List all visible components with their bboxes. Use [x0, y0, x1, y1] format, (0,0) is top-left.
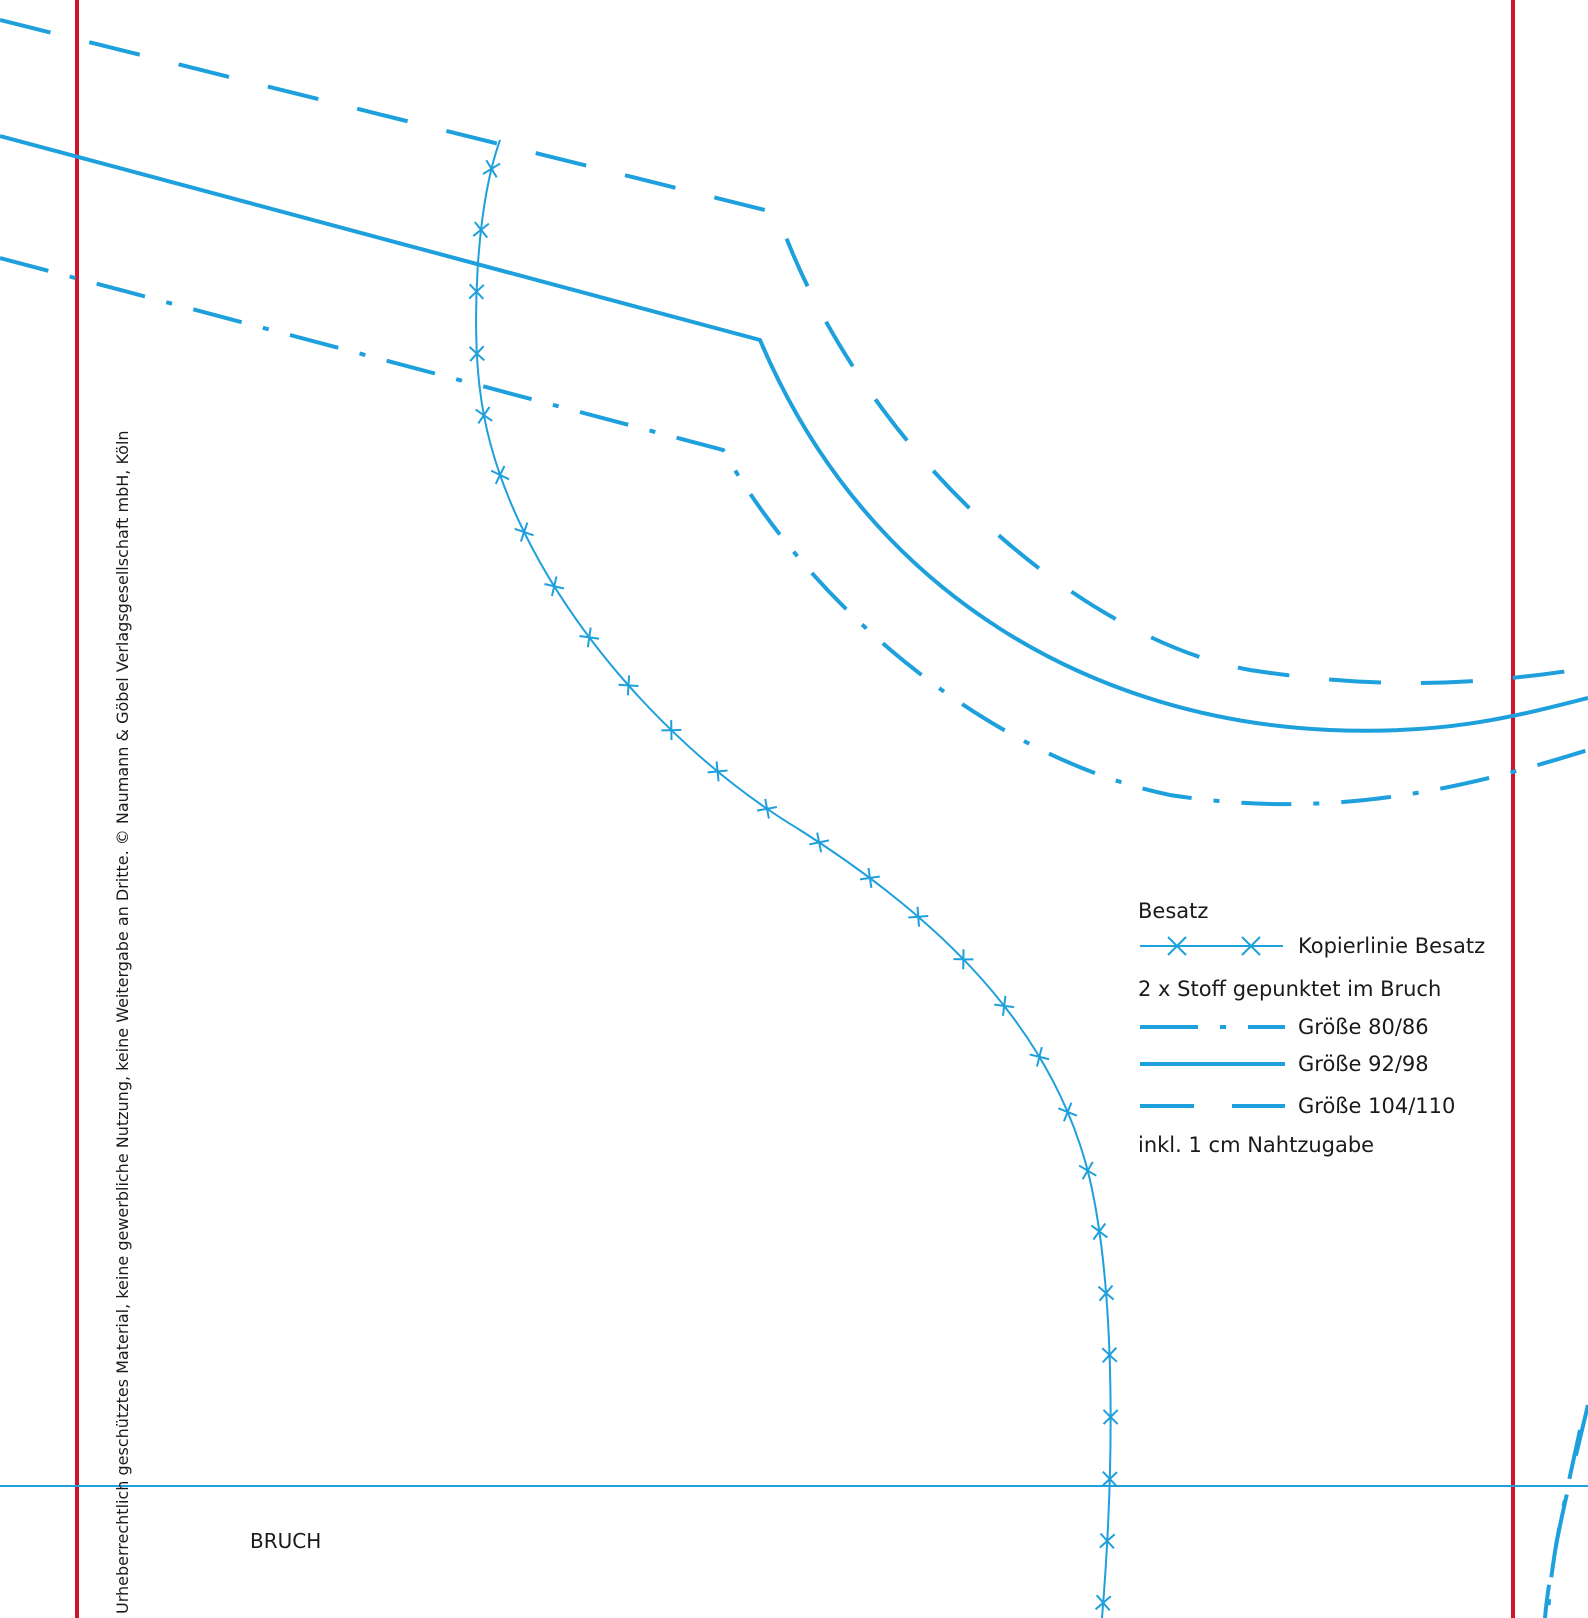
copy-line-cross-mark — [1102, 1409, 1119, 1425]
copy-line-cross-mark — [859, 867, 880, 889]
size-104-110-line-lower — [1543, 1404, 1588, 1618]
copy-line-cross-mark — [1090, 1222, 1108, 1241]
copy-line-cross-mark — [661, 720, 682, 741]
copy-line-cross-mark — [468, 345, 485, 362]
legend-size-80-86-label: Größe 80/86 — [1298, 1015, 1429, 1039]
legend-copy-line-sample — [1140, 936, 1283, 956]
copy-line-cross-mark — [1101, 1346, 1118, 1363]
copy-line-cross-mark — [1078, 1161, 1097, 1180]
legend-copy-line-label: Kopierlinie Besatz — [1298, 934, 1485, 958]
legend-title: Besatz — [1138, 899, 1208, 923]
copy-line-cross-mark — [707, 761, 728, 782]
copy-line-cross-mark — [1099, 1532, 1116, 1550]
legend-allowance-note: inkl. 1 cm Nahtzugabe — [1138, 1133, 1374, 1157]
copy-line-cross-mark — [475, 406, 493, 425]
copy-line-cross-marks — [468, 159, 1119, 1612]
copyright-notice: Urheberrechtlich geschütztes Material, k… — [113, 430, 132, 1614]
size-92-98-line — [0, 134, 1588, 733]
copy-line-cross-mark — [994, 995, 1015, 1016]
fold-label: BRUCH — [250, 1529, 321, 1553]
copy-line-cross-mark — [1097, 1284, 1115, 1302]
copy-line-cross-mark — [809, 832, 830, 853]
copy-line-cross-mark — [757, 798, 778, 819]
legend-fabric-note: 2 x Stoff gepunktet im Bruch — [1138, 977, 1441, 1001]
legend-size-104-110-label: Größe 104/110 — [1298, 1094, 1455, 1118]
copy-line-cross-mark — [908, 906, 929, 927]
copy-line-besatz — [475, 139, 1112, 1618]
copy-line-cross-mark — [953, 949, 974, 970]
copy-line-cross-mark — [1101, 1471, 1118, 1487]
copy-line-cross-mark — [579, 627, 600, 648]
copy-line-cross-mark — [468, 283, 485, 300]
copy-line-cross-mark — [490, 465, 510, 485]
copy-line-cross-mark — [514, 522, 534, 542]
copy-line-cross-mark — [544, 576, 565, 597]
size-80-86-line — [0, 256, 1588, 807]
legend: Besatz Kopierlinie Besatz 2 x Stoff gepu… — [1138, 899, 1485, 1157]
size-104-110-line — [0, 18, 1588, 685]
copy-line-cross-mark — [472, 221, 490, 239]
copy-line-cross-mark — [482, 159, 501, 178]
size-80-86-line-lower — [1546, 1429, 1582, 1618]
copy-line-cross-mark — [618, 675, 639, 696]
legend-size-92-98-label: Größe 92/98 — [1298, 1052, 1429, 1076]
copy-line-cross-mark — [1094, 1594, 1112, 1612]
copy-line-cross-mark — [1057, 1102, 1078, 1122]
copy-line-cross-mark — [1029, 1046, 1050, 1067]
